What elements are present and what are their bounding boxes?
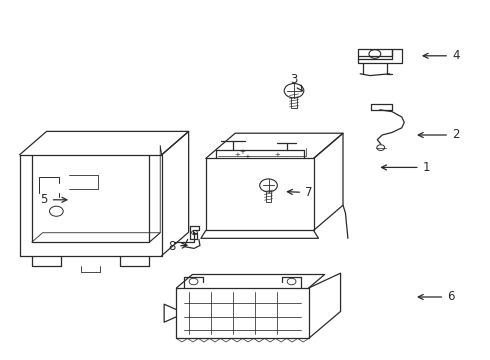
Text: +: + bbox=[245, 154, 250, 159]
Text: 1: 1 bbox=[382, 161, 430, 174]
Text: +: + bbox=[274, 152, 280, 158]
Text: 8: 8 bbox=[168, 240, 187, 253]
Text: 4: 4 bbox=[423, 49, 460, 62]
Text: 2: 2 bbox=[418, 129, 460, 141]
Text: 5: 5 bbox=[40, 193, 67, 206]
Text: 3: 3 bbox=[290, 73, 302, 91]
Text: +: + bbox=[240, 149, 245, 155]
Text: 7: 7 bbox=[288, 186, 313, 199]
Text: 6: 6 bbox=[418, 291, 455, 303]
Text: +: + bbox=[235, 152, 241, 158]
